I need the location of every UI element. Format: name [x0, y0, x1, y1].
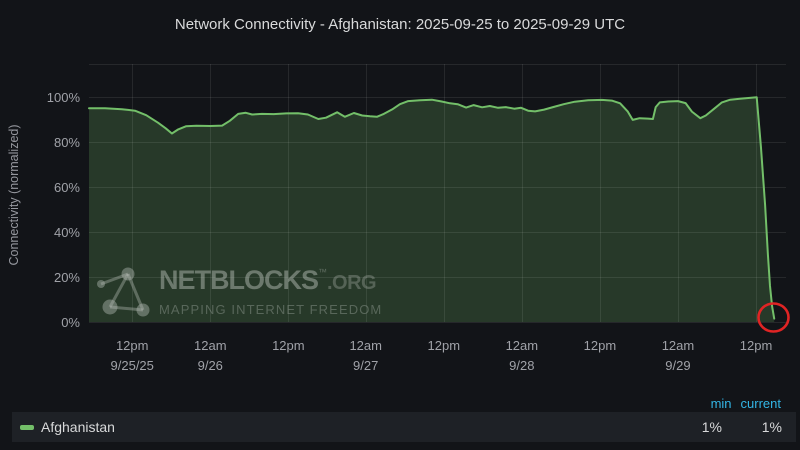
netblocks-network-logo-icon: [97, 267, 150, 317]
legend-column-current[interactable]: current: [740, 396, 781, 411]
watermark-org-text: .ORG: [327, 272, 377, 294]
x-tick-label: 12pm: [583, 338, 617, 353]
y-tick-label: 100%: [46, 90, 80, 105]
x-tick-label: 12pm 9/25/25: [110, 338, 154, 373]
x-tick-label: 12am 9/29: [661, 338, 695, 373]
x-tick-label: 12am 9/28: [505, 338, 539, 373]
x-tick-label: 12pm: [272, 338, 305, 353]
outage-annotation-circle: [757, 302, 790, 333]
chart-gridlines: [89, 64, 786, 323]
legend-header: min current: [711, 396, 781, 411]
x-tick-label: 12am 9/27: [349, 338, 382, 373]
netblocks-watermark: NETBLOCKS™.ORG MAPPING INTERNET FREEDOM: [96, 257, 382, 321]
y-tick-label: 60%: [53, 180, 80, 195]
series-line: [88, 96, 776, 320]
x-tick-label: 12pm: [427, 338, 461, 353]
y-tick-label: 40%: [53, 225, 80, 240]
series-min-value: 1%: [701, 419, 722, 435]
series-current-value: 1%: [761, 419, 782, 435]
y-tick-label: 0%: [61, 315, 80, 330]
y-tick-label: 80%: [53, 135, 80, 150]
y-tick-label: 20%: [53, 270, 80, 285]
x-tick-label: 12am 9/26: [194, 338, 227, 373]
chart-title: Network Connectivity - Afghanistan: 2025…: [174, 16, 626, 33]
series-area-fill: [89, 97, 775, 322]
watermark-brand-text: NETBLOCKS: [159, 265, 319, 295]
watermark-trademark-symbol: ™: [318, 267, 327, 277]
series-color-swatch: [20, 424, 34, 430]
legend-series-row[interactable]: Afghanistan 1% 1%: [12, 412, 796, 442]
x-tick-label: 12pm: [739, 338, 773, 353]
legend-column-min[interactable]: min: [710, 396, 732, 411]
watermark-tagline: MAPPING INTERNET FREEDOM: [159, 302, 383, 317]
series-label[interactable]: Afghanistan: [41, 419, 115, 435]
